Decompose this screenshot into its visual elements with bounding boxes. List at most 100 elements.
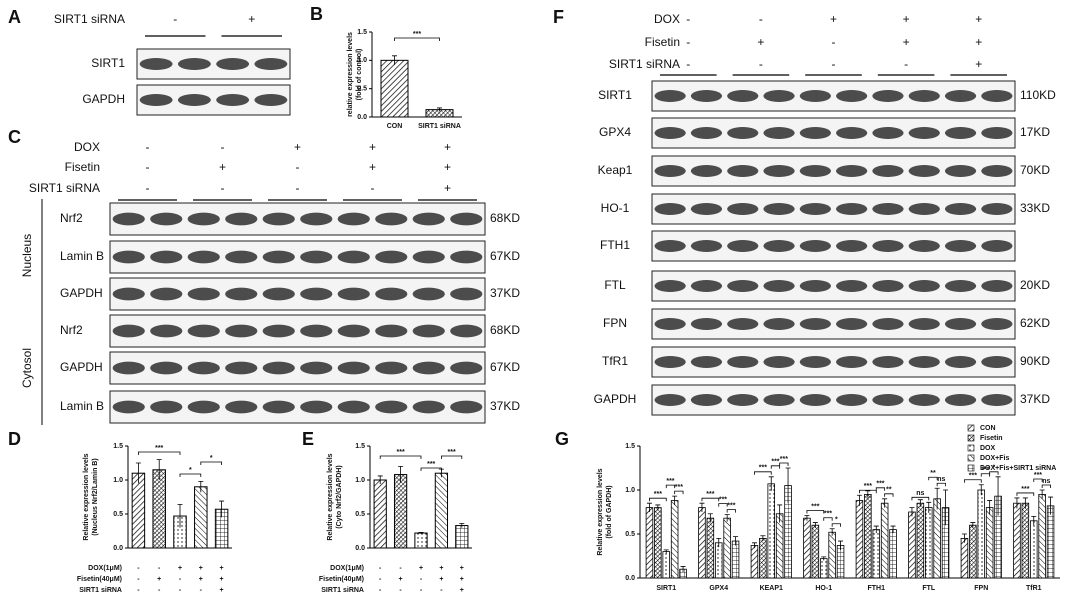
error-bar xyxy=(135,462,141,484)
blot-band xyxy=(254,58,288,70)
error-bar xyxy=(873,525,879,534)
panel-letter: D xyxy=(8,429,21,449)
panel-letter: G xyxy=(555,429,569,449)
legend-label: DOX+Fis xyxy=(980,455,1009,462)
significance-bracket xyxy=(964,479,982,483)
blot-band xyxy=(872,394,904,406)
condition-mark: - xyxy=(146,160,150,174)
band-label: Nrf2 xyxy=(60,323,83,337)
blot-band xyxy=(872,165,904,177)
blot-band xyxy=(254,94,288,106)
condition-mark: + xyxy=(757,35,764,49)
blot-band xyxy=(225,324,258,338)
condition-label: SIRT1 siRNA xyxy=(29,181,100,195)
significance-label: *** xyxy=(759,465,767,472)
y-tick-label: 1.0 xyxy=(355,477,365,484)
legend-label: DOX+Fis+SIRT1 siRNA xyxy=(980,465,1056,472)
blot-band xyxy=(763,356,795,368)
bar xyxy=(731,540,740,579)
bar xyxy=(924,507,933,579)
band-size: 68KD xyxy=(490,323,520,337)
y-tick-label: 0.5 xyxy=(355,511,365,518)
error-bar xyxy=(917,499,923,507)
error-bar xyxy=(418,531,424,534)
blot-band xyxy=(981,356,1013,368)
blot-band xyxy=(836,90,868,102)
condition-mark: + xyxy=(439,565,443,572)
significance-bracket xyxy=(674,490,684,495)
x-tick-label: SIRT1 siRNA xyxy=(418,123,461,130)
blot-band xyxy=(799,240,831,252)
bar xyxy=(836,545,845,579)
y-tick-label: 1.0 xyxy=(113,477,123,484)
blot-band xyxy=(654,240,686,252)
blot-band xyxy=(187,400,220,414)
blot-band xyxy=(225,287,258,301)
error-bar xyxy=(961,533,967,543)
error-bar xyxy=(821,556,827,561)
significance-bracket xyxy=(394,37,440,41)
bar xyxy=(960,538,969,579)
band-label: FTH1 xyxy=(600,238,630,252)
blot-band xyxy=(981,280,1013,292)
significance-bracket xyxy=(441,455,463,459)
blot-band xyxy=(944,280,977,292)
significance-bracket xyxy=(754,471,772,475)
significance-bracket xyxy=(779,462,789,466)
blot-band xyxy=(944,165,977,177)
condition-mark: - xyxy=(379,587,382,594)
blot-band xyxy=(654,394,686,406)
significance-bracket xyxy=(1033,478,1043,482)
blot-band xyxy=(872,203,904,215)
condition-label: SIRT1 siRNA xyxy=(79,587,122,594)
significance-bracket xyxy=(726,509,736,513)
error-bar xyxy=(177,504,183,528)
condition-mark: - xyxy=(399,587,402,594)
significance-bracket xyxy=(859,489,877,494)
panel-letter: C xyxy=(8,127,21,147)
blot-band xyxy=(690,127,723,139)
band-size: 33KD xyxy=(1020,201,1050,215)
significance-bracket xyxy=(884,493,894,497)
condition-mark: + xyxy=(219,160,226,174)
condition-label: DOX xyxy=(74,140,100,154)
error-bar xyxy=(785,467,791,504)
blot-band xyxy=(177,58,211,70)
blot-band xyxy=(727,90,759,102)
condition-mark: - xyxy=(371,181,375,195)
blot-band xyxy=(799,356,831,368)
error-bar xyxy=(970,522,976,528)
error-bar xyxy=(1014,497,1020,509)
blot-band xyxy=(836,240,868,252)
blot-band xyxy=(112,400,145,414)
band-label: GAPDH xyxy=(60,360,103,374)
error-bar xyxy=(398,466,404,483)
condition-mark: - xyxy=(200,587,203,594)
error-bar xyxy=(1022,497,1028,509)
blot-band xyxy=(654,318,686,330)
blot-band xyxy=(225,361,258,375)
condition-mark: + xyxy=(903,35,910,49)
condition-mark: - xyxy=(146,140,150,154)
error-bar xyxy=(156,459,162,480)
blot-band xyxy=(139,94,173,106)
blot-band xyxy=(763,127,795,139)
blot-band xyxy=(981,127,1013,139)
bar xyxy=(373,479,387,549)
blot-band xyxy=(112,250,145,264)
blot-band xyxy=(763,318,795,330)
blot-band xyxy=(690,394,723,406)
bar xyxy=(889,529,897,579)
blot-band xyxy=(262,250,295,264)
band-size: 70KD xyxy=(1020,163,1050,177)
error-bar xyxy=(812,522,818,528)
significance-bracket xyxy=(379,455,422,459)
bar xyxy=(819,558,828,579)
significance-label: *** xyxy=(876,481,884,488)
blot-band xyxy=(375,361,408,375)
bar xyxy=(908,511,916,579)
error-bar xyxy=(707,513,713,523)
x-tick-label: CON xyxy=(387,123,403,130)
blot-band xyxy=(799,280,831,292)
